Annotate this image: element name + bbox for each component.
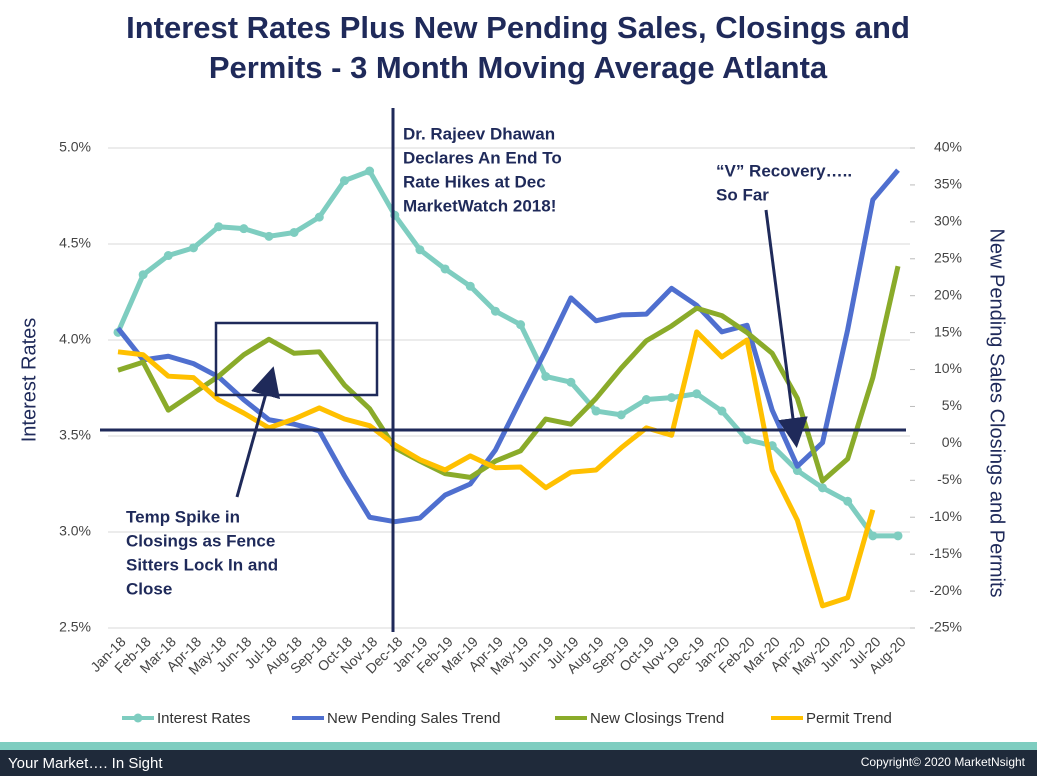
y2-tick-label: 30% — [934, 213, 962, 229]
y2-tick-label: -15% — [929, 545, 962, 561]
point — [818, 483, 828, 493]
point — [163, 251, 173, 261]
point — [289, 227, 299, 237]
y-tick-label: 3.5% — [59, 427, 91, 443]
y2-tick-label: 5% — [942, 397, 962, 413]
point — [893, 531, 903, 541]
footer-strip — [0, 742, 1037, 750]
annotation: So Far — [716, 185, 769, 204]
point — [239, 224, 249, 234]
annotation: Closings as Fence — [126, 531, 275, 550]
point — [868, 531, 878, 541]
point — [616, 410, 626, 420]
annotation: Close — [126, 579, 172, 598]
y-axis-label: Interest Rates — [18, 318, 40, 443]
legend-label: Interest Rates — [157, 710, 250, 727]
point — [591, 406, 601, 416]
annotation: Rate Hikes at Dec — [403, 172, 546, 191]
annotation: Sitters Lock In and — [126, 555, 278, 574]
annotation: “V” Recovery….. — [716, 161, 852, 180]
lines — [113, 166, 903, 609]
arrow — [764, 209, 808, 448]
grid — [108, 147, 915, 629]
y2-tick-label: 10% — [934, 360, 962, 376]
y2-tick-label: 20% — [934, 286, 962, 302]
point — [667, 393, 677, 403]
arrow — [235, 366, 280, 498]
series-line — [117, 265, 901, 484]
series-line — [115, 168, 898, 539]
y2-tick-label: -5% — [937, 471, 962, 487]
chart-title: Permits - 3 Month Moving Average Atlanta — [209, 50, 828, 85]
point — [365, 166, 375, 176]
y-tick-label: 4.0% — [59, 331, 91, 347]
point — [490, 306, 500, 316]
y-tick-label: 2.5% — [59, 619, 91, 635]
point — [641, 395, 651, 405]
legend-label: Permit Trend — [806, 710, 892, 727]
point — [717, 406, 727, 416]
footer-right: Copyright© 2020 MarketNsight — [861, 755, 1026, 769]
y2-tick-label: 15% — [934, 323, 962, 339]
footer-left: Your Market…. In Sight — [8, 755, 163, 772]
point — [465, 281, 475, 291]
chart-title: Interest Rates Plus New Pending Sales, C… — [126, 10, 910, 45]
footer-bar — [0, 750, 1037, 776]
point — [541, 371, 551, 381]
legend-label: New Closings Trend — [590, 710, 724, 727]
y-tick-label: 3.0% — [59, 523, 91, 539]
point — [188, 243, 198, 253]
y2-tick-label: -10% — [929, 508, 962, 524]
point — [516, 320, 526, 330]
annotation: Temp Spike in — [126, 507, 240, 526]
point — [440, 264, 450, 274]
annotation: MarketWatch 2018! — [403, 196, 556, 215]
y-tick-label: 5.0% — [59, 139, 91, 155]
point — [138, 270, 148, 280]
legend-label: New Pending Sales Trend — [327, 710, 500, 727]
annotation: Declares An End To — [403, 148, 562, 167]
point — [692, 389, 702, 399]
series-line — [116, 168, 900, 525]
y-tick-label: 4.5% — [59, 235, 91, 251]
annotation: Dr. Rajeev Dhawan — [403, 124, 555, 143]
y2-tick-label: 0% — [942, 434, 962, 450]
y2-tick-label: -25% — [929, 619, 962, 635]
highlight-box — [214, 321, 379, 397]
point — [843, 496, 853, 506]
point — [792, 466, 802, 476]
y2-tick-label: -20% — [929, 582, 962, 598]
point — [214, 222, 224, 232]
y2-tick-label: 40% — [934, 139, 962, 155]
point — [264, 231, 274, 241]
point — [742, 435, 752, 445]
y2-axis-label: New Pending Sales Closings and Permits — [986, 228, 1008, 597]
point — [339, 176, 349, 186]
point — [415, 245, 425, 255]
legend-marker — [133, 713, 143, 723]
point — [314, 212, 324, 222]
series-line — [117, 329, 876, 609]
y2-tick-label: 25% — [934, 249, 962, 265]
y2-tick-label: 35% — [934, 176, 962, 192]
point — [566, 377, 576, 387]
